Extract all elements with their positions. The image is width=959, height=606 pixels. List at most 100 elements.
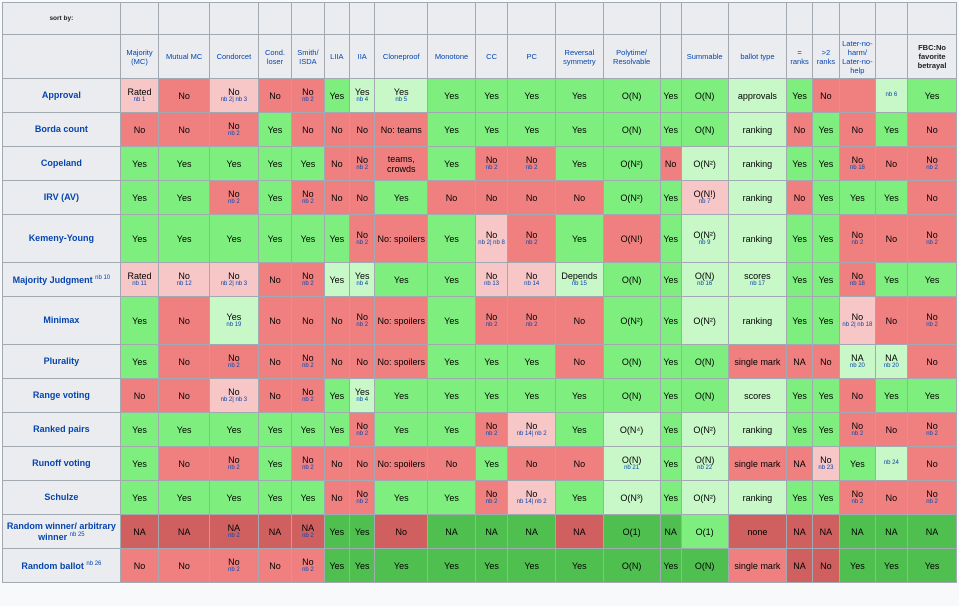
footnote-link[interactable]: nb 23 [818,465,834,471]
row-header[interactable]: Runoff voting [2,446,121,481]
row-label[interactable]: Runoff voting [32,458,91,468]
footnote-link[interactable]: nb 2 [485,431,498,437]
sort-toggle[interactable] [427,2,476,35]
footnote-link[interactable]: nb 2 [525,240,538,246]
sort-toggle[interactable] [811,2,841,35]
footnote-link[interactable]: nb 2 [302,567,314,573]
footnote-link[interactable]: nb 18 [849,165,865,171]
sort-toggle[interactable] [507,2,556,35]
footnote-link[interactable]: nb 2 [926,499,938,505]
footnote-link[interactable]: nb 2 [356,165,369,171]
footnote-link[interactable]: nb 1 [133,97,146,103]
footnote-link[interactable]: nb 26 [86,561,102,567]
footnote-link[interactable]: nb 2 [851,240,864,246]
column-header[interactable]: = ranks [786,34,813,79]
footnote-link[interactable]: nb 2 [228,131,240,137]
footnote-link[interactable]: nb 2 [302,397,314,403]
sort-toggle[interactable] [119,2,160,35]
footnote-link[interactable]: nb 2 [302,465,314,471]
column-header[interactable]: IIA [349,34,376,79]
row-header[interactable]: Kemeny-Young [2,214,121,263]
sort-toggle[interactable] [907,2,957,35]
column-header[interactable]: LIIA [323,34,351,79]
row-header[interactable]: Borda count [2,112,121,147]
column-header[interactable]: Majority (MC) [119,34,160,79]
row-header[interactable]: Minimax [2,296,121,345]
row-label[interactable]: Random winner/ arbitrary winner [6,520,116,542]
footnote-link[interactable]: nb 2 [302,97,314,103]
footnote-link[interactable]: nb 2 [485,499,498,505]
sort-toggle[interactable] [349,2,376,35]
footnote-link[interactable]: nb 2 [302,281,314,287]
row-label[interactable]: Random ballot [21,561,84,571]
sort-by-label[interactable]: sort by: [2,2,121,35]
row-header[interactable]: Ranked pairs [2,412,121,447]
footnote-link[interactable]: nb 2 [228,199,240,205]
sort-toggle[interactable] [839,2,876,35]
column-header[interactable]: Summable [680,34,729,79]
row-label[interactable]: Minimax [43,315,80,325]
column-header[interactable] [874,34,909,79]
row-header[interactable]: IRV (AV) [2,180,121,215]
footnote-link[interactable]: nb 11 [132,281,147,287]
footnote-link[interactable]: nb 2 [302,533,314,539]
row-label[interactable]: Majority Judgment [12,275,93,285]
footnote-link[interactable]: nb 5 [395,97,408,103]
footnote-link[interactable]: nb 15 [571,281,587,287]
footnote-link[interactable]: nb 2 [228,465,240,471]
footnote-link[interactable]: nb 2| nb 8 [478,240,505,246]
column-header[interactable]: >2 ranks [811,34,841,79]
sort-toggle[interactable] [659,2,682,35]
row-header[interactable]: Random winner/ arbitrary winner nb 25 [2,514,121,549]
footnote-link[interactable]: nb 6 [885,92,898,98]
row-header[interactable]: Schulze [2,480,121,515]
sort-toggle[interactable] [158,2,211,35]
footnote-link[interactable]: nb 14| nb 2 [516,431,547,437]
sort-toggle[interactable] [727,2,788,35]
footnote-link[interactable]: nb 25 [69,531,85,538]
row-header[interactable]: Range voting [2,378,121,413]
row-header[interactable]: Random ballot nb 26 [2,548,121,583]
column-header[interactable]: ballot type [727,34,788,79]
row-header[interactable]: Copeland [2,146,121,181]
row-label[interactable]: Copeland [40,158,82,168]
footnote-link[interactable]: nb 2 [926,165,938,171]
column-header[interactable]: Mutual MC [158,34,211,79]
footnote-link[interactable]: nb 2 [228,363,240,369]
footnote-link[interactable]: nb 2 [302,199,314,205]
footnote-link[interactable]: nb 2 [926,240,938,246]
footnote-link[interactable]: nb 2 [356,431,369,437]
row-header[interactable]: Plurality [2,344,121,379]
footnote-link[interactable]: nb 20 [849,363,865,369]
footnote-link[interactable]: nb 12 [176,281,192,287]
sort-toggle[interactable] [209,2,259,35]
row-label[interactable]: Plurality [43,356,80,366]
footnote-link[interactable]: nb 2| nb 18 [842,322,873,328]
sort-toggle[interactable] [374,2,429,35]
column-header[interactable]: CC [474,34,509,79]
footnote-link[interactable]: nb 2| nb 3 [220,281,248,287]
footnote-link[interactable]: nb 17 [749,281,765,287]
sort-toggle[interactable] [786,2,813,35]
row-label[interactable]: Ranked pairs [33,424,90,434]
footnote-link[interactable]: nb 2 [485,165,498,171]
row-label[interactable]: Range voting [32,390,90,400]
sort-toggle[interactable] [874,2,909,35]
row-label[interactable]: Borda count [34,124,88,134]
footnote-link[interactable]: nb 7 [698,199,711,205]
sort-toggle[interactable] [555,2,604,35]
footnote-link[interactable]: nb 2 [851,431,864,437]
footnote-link[interactable]: nb 2 [356,499,369,505]
footnote-link[interactable]: nb 4 [356,397,369,403]
footnote-link[interactable]: nb 2 [851,499,864,505]
footnote-link[interactable]: nb 2| nb 3 [220,397,248,403]
sort-toggle[interactable] [257,2,293,35]
column-header[interactable]: Condorcet [209,34,259,79]
footnote-link[interactable]: nb 21 [624,465,640,471]
column-header[interactable]: Reversal symmetry [555,34,604,79]
row-header[interactable]: Majority Judgment nb 10 [2,262,121,297]
footnote-link[interactable]: nb 2| nb 3 [220,97,248,103]
column-header[interactable]: PC [507,34,556,79]
footnote-link[interactable]: nb 24 [883,460,899,466]
footnote-link[interactable]: nb 2 [356,240,369,246]
